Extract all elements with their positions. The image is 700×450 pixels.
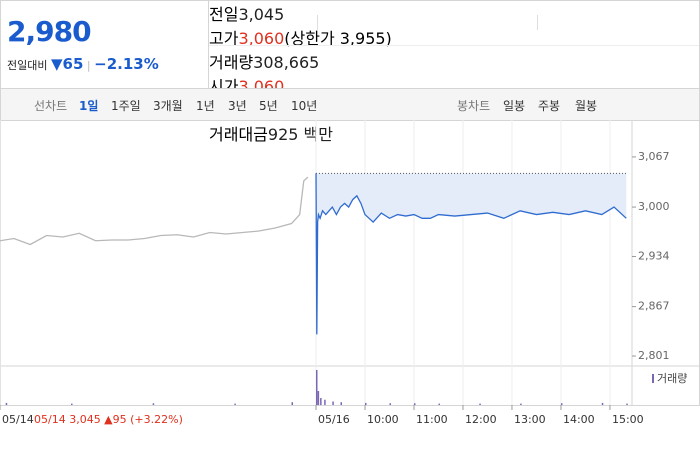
summary-cell: 거래량308,665: [209, 49, 699, 73]
x-tick-label: 11:00: [416, 413, 448, 426]
period-tab[interactable]: 1일: [79, 99, 99, 113]
summary-value: 925 백만: [267, 125, 333, 144]
volume-bar: [317, 391, 320, 405]
summary-cell: 전일3,045: [209, 1, 699, 25]
candle-tab[interactable]: 주봉: [538, 99, 561, 113]
footnote: 05/14 3,045 ▲95 (+3.22%): [34, 413, 183, 426]
y-tick-label: 3,000: [638, 200, 670, 213]
range-area: [316, 173, 627, 335]
period-tab[interactable]: 1주일: [111, 99, 141, 113]
volume-bar: [71, 403, 73, 405]
volume-bar: [520, 403, 522, 405]
candle-tab[interactable]: 월봉: [575, 99, 598, 113]
chart: 05/14 05/16 10:00 11:00 12:00 13:00 14:00 15:00…: [0, 120, 700, 426]
volume-bar: [152, 403, 155, 405]
x-tick-label: 05/14: [2, 413, 34, 426]
volume-legend-label: 거래량: [657, 372, 687, 385]
change-label: 전일대비: [7, 59, 48, 72]
summary-cell: 거래대금925 백만: [209, 121, 699, 145]
x-tick-label: 14:00: [563, 413, 595, 426]
volume-bar: [5, 402, 8, 405]
y-tick-label: 3,067: [638, 150, 670, 163]
volume-bar: [291, 402, 294, 405]
volume-bar: [364, 402, 367, 405]
quote: 2,980 전일대비 ▼65 | −2.13%: [1, 1, 209, 89]
period-tab[interactable]: 3년: [228, 99, 247, 113]
summary-note: (상한가 3,955): [284, 29, 392, 48]
x-tick-label: 15:00: [612, 413, 644, 426]
volume-bar: [479, 403, 481, 405]
volume-bar: [438, 403, 440, 405]
change-rate: −2.13%: [94, 55, 159, 73]
header: 2,980 전일대비 ▼65 | −2.13% 전일3,045 고가3,060(상…: [0, 0, 700, 144]
volume-bar: [626, 403, 628, 405]
summary: 전일3,045 고가3,060(상한가 3,955) 거래량308,665 시가3,0…: [209, 1, 699, 144]
y-tick-label: 2,801: [638, 349, 670, 362]
candle-tab[interactable]: 일봉: [503, 99, 526, 113]
period-tab[interactable]: 5년: [259, 99, 278, 113]
volume-bar: [560, 403, 563, 405]
row-divider: [209, 45, 699, 46]
summary-label: 거래대금: [209, 125, 268, 144]
volume-bar: [340, 402, 342, 405]
summary-label: 전일: [209, 5, 239, 24]
y-tick-label: 2,867: [638, 300, 670, 313]
x-tick-label: 13:00: [514, 413, 546, 426]
volume-bar: [234, 403, 236, 405]
x-tick-label: 05/16: [318, 413, 350, 426]
summary-value: 3,060: [238, 29, 285, 48]
volume-bar: [332, 401, 334, 405]
volume-legend-swatch: [652, 374, 654, 383]
volume-bar: [320, 398, 322, 405]
volume-bar: [601, 402, 604, 405]
period-tab[interactable]: 3개월: [153, 99, 183, 113]
summary-value: 308,665: [253, 53, 320, 72]
period-tabs: 선차트 1일 1주일 3개월 1년 3년 5년 10년 봉차트 일봉 주봉 월봉: [0, 88, 700, 121]
volume-bar: [389, 403, 391, 405]
summary-row: 전일3,045 고가3,060(상한가 3,955) 거래량308,665: [209, 1, 699, 73]
summary-cell: 고가3,060(상한가 3,955): [209, 25, 699, 49]
price: 2,980: [7, 15, 92, 48]
y-tick-label: 2,934: [638, 249, 670, 262]
tab-group-label: 봉차트: [457, 99, 491, 113]
change: 전일대비 ▼65 | −2.13%: [7, 55, 159, 73]
separator: [317, 15, 318, 30]
summary-label: 고가: [209, 29, 239, 48]
summary-value: 3,045: [238, 5, 285, 24]
price-line: [0, 176, 309, 246]
period-tab[interactable]: 10년: [291, 99, 318, 113]
tab-group-label: 선차트: [34, 99, 68, 113]
volume-bar: [324, 399, 326, 405]
volume-bar: [413, 403, 416, 405]
price-line: [315, 173, 627, 335]
volume-bar: [316, 370, 318, 405]
plot-frame: [0, 120, 700, 406]
x-tick-label: 10:00: [367, 413, 399, 426]
change-value: ▼65: [50, 55, 84, 73]
period-tab[interactable]: 1년: [196, 99, 215, 113]
separator: [537, 15, 538, 30]
x-tick-label: 12:00: [465, 413, 497, 426]
summary-label: 거래량: [209, 53, 254, 72]
